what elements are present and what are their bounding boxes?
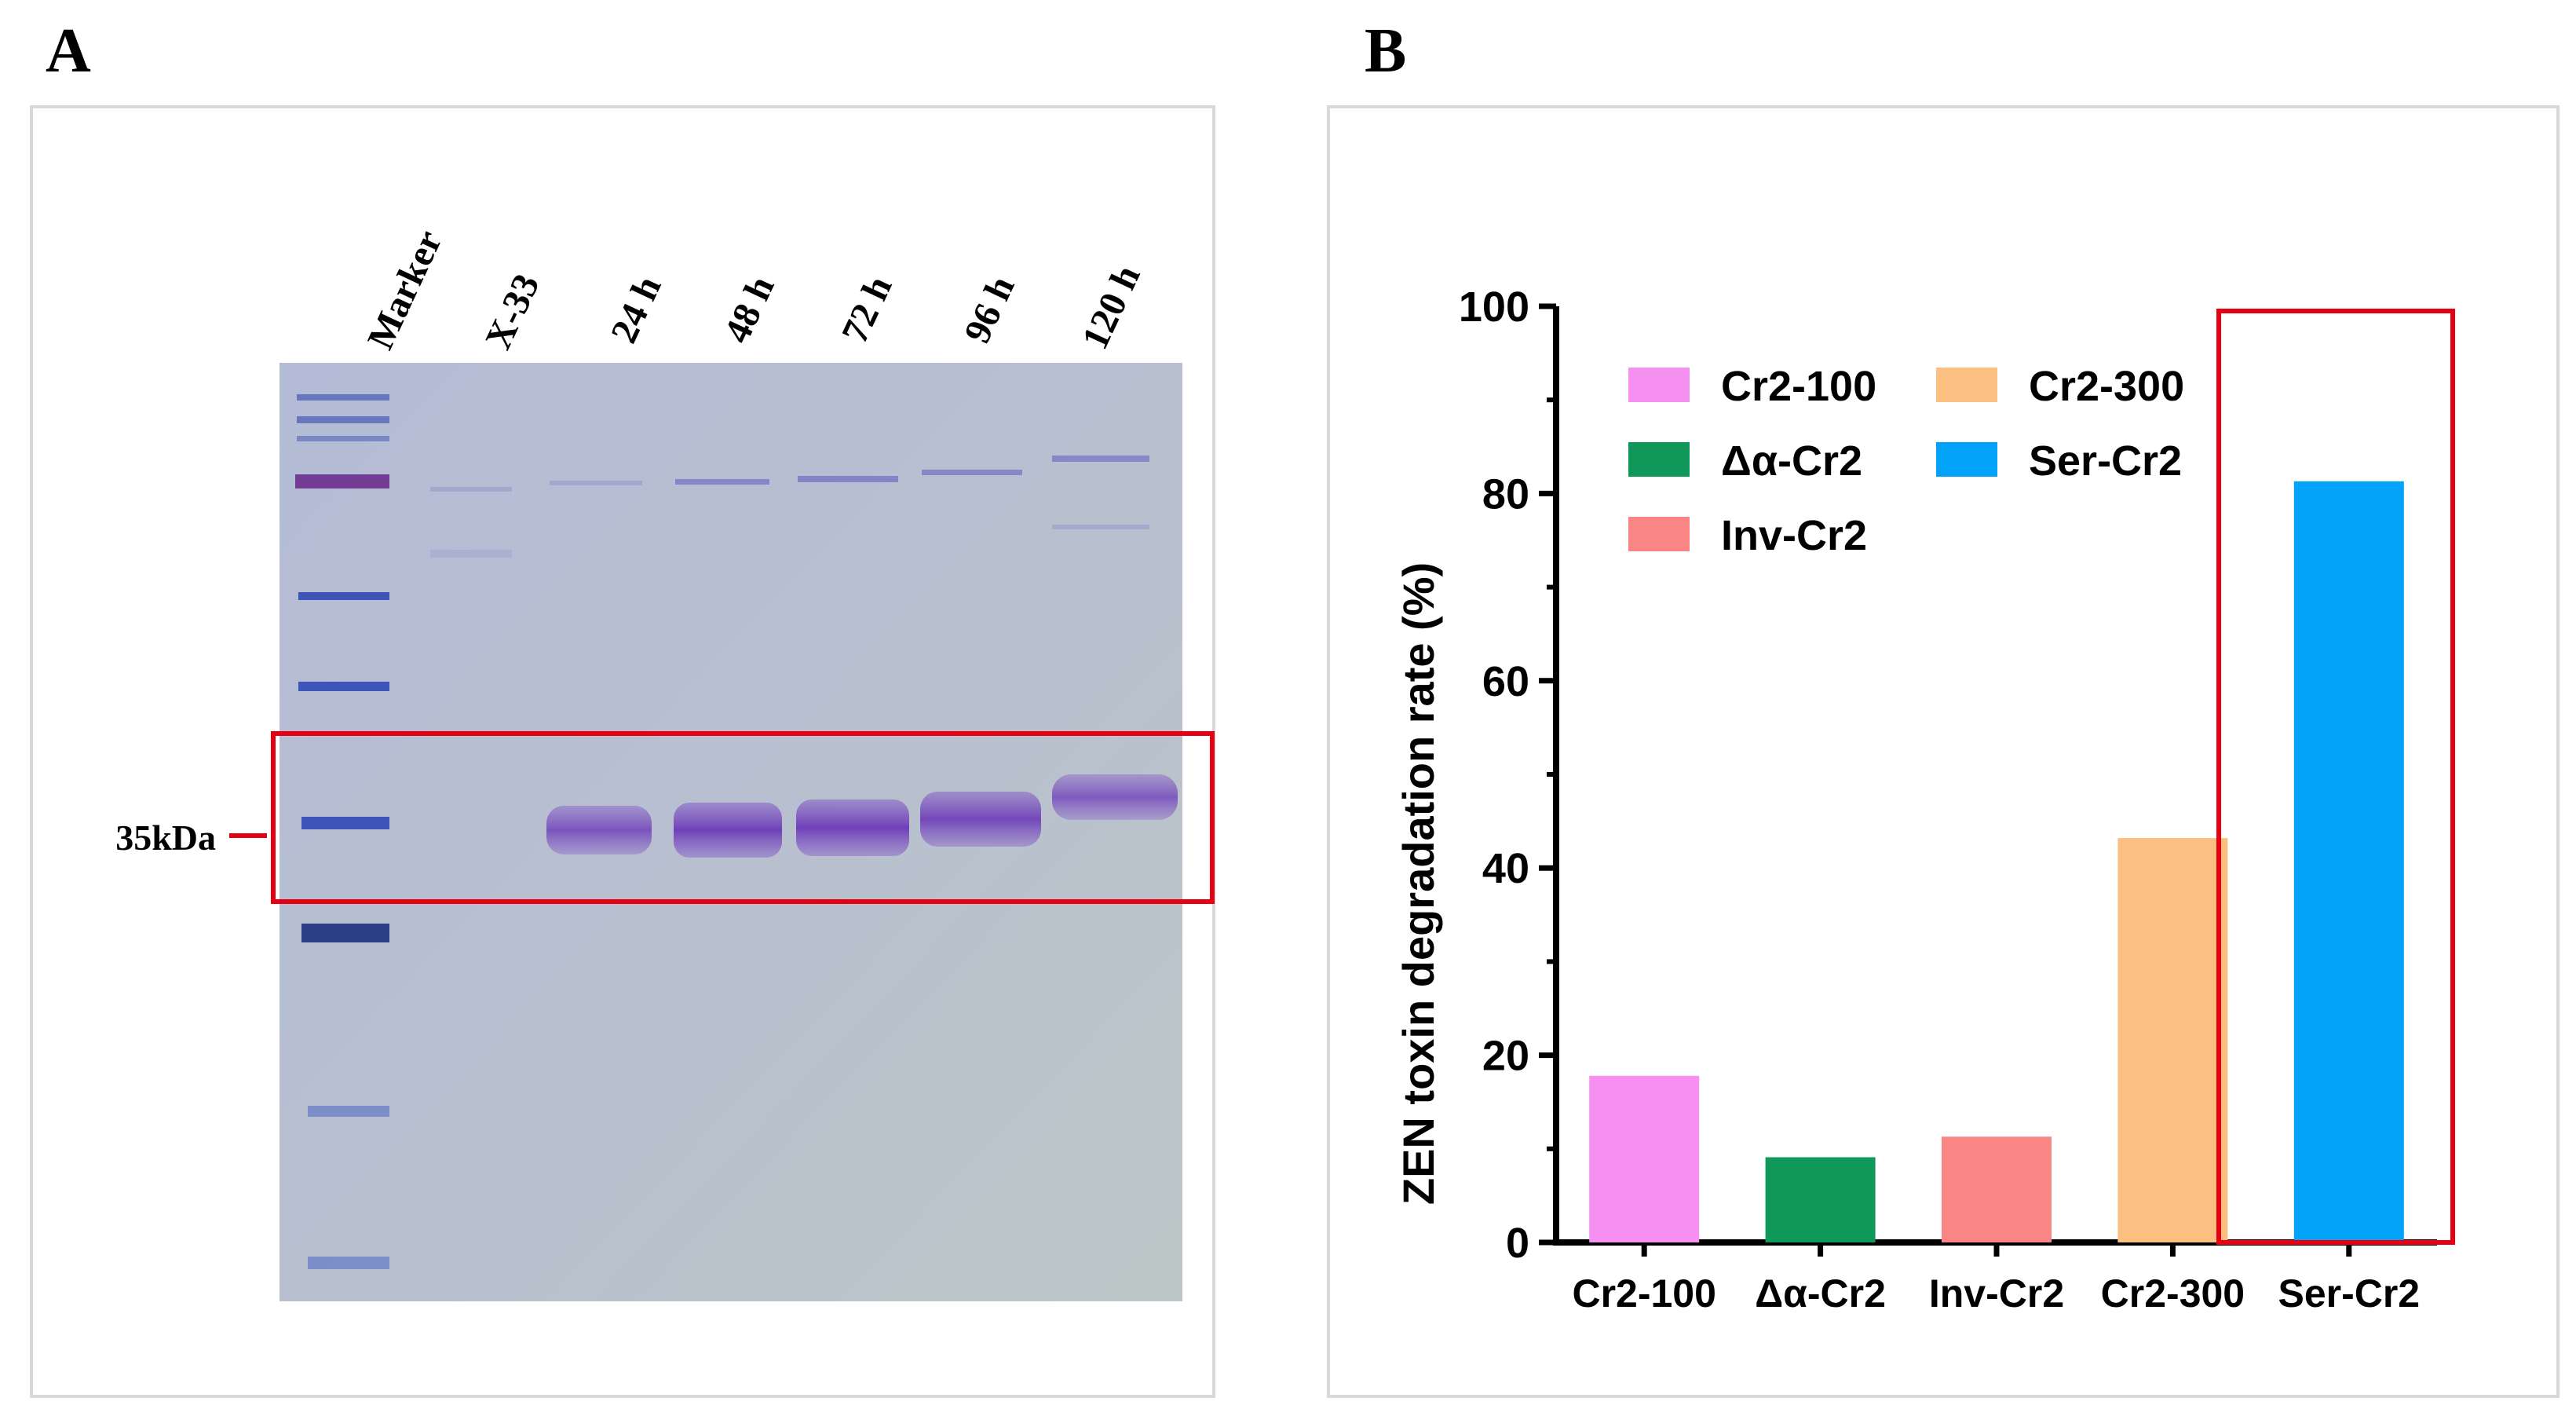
x-tick-label: Ser-Cr2 <box>2278 1271 2420 1315</box>
band-48h <box>674 803 782 858</box>
y-tick-label: 20 <box>1482 1033 1529 1080</box>
panel-b-letter: B <box>1365 16 1407 86</box>
size-label: 35kDa <box>115 818 216 858</box>
y-ticks: 0 20 40 60 80 100 <box>1459 284 1556 1267</box>
faint-band <box>922 470 1022 475</box>
chart-legend: Cr2-100 Δα-Cr2 Inv-Cr2 Cr2-300 Ser-Cr2 <box>1628 363 2184 559</box>
bar-4 <box>2293 481 2404 1242</box>
legend-swatch <box>1936 368 1997 402</box>
band-72h <box>796 799 909 856</box>
y-tick-label: 60 <box>1482 658 1529 705</box>
legend-swatch <box>1936 442 1997 477</box>
x-tick-label: Cr2-300 <box>2101 1271 2245 1315</box>
x-tick-label: Cr2-100 <box>1572 1271 1716 1315</box>
marker-ladder <box>295 394 389 1269</box>
faint-band <box>1052 525 1149 529</box>
band-96h <box>920 792 1041 847</box>
marker-band <box>298 592 389 600</box>
marker-band <box>301 817 389 829</box>
y-tick-label: 80 <box>1482 470 1529 518</box>
faint-bands <box>430 456 1149 558</box>
bars <box>1589 481 2404 1242</box>
bar-3 <box>2117 838 2228 1242</box>
faint-band <box>430 550 512 558</box>
y-tick-label: 40 <box>1482 845 1529 892</box>
band-highlight-box <box>271 731 1215 904</box>
y-axis-title: ZEN toxin degradation rate (%) <box>1394 562 1443 1205</box>
legend-swatch <box>1628 442 1690 477</box>
marker-band <box>308 1257 389 1269</box>
legend-swatch <box>1628 517 1690 551</box>
marker-band <box>301 924 389 942</box>
bar-2 <box>1942 1136 2052 1242</box>
x-tick-label: Δα-Cr2 <box>1755 1271 1886 1315</box>
faint-band <box>1052 456 1149 462</box>
expressed-bands <box>546 774 1178 858</box>
legend-label: Δα-Cr2 <box>1721 437 1862 485</box>
legend-swatch <box>1628 368 1690 402</box>
marker-band <box>298 682 389 691</box>
marker-band <box>297 436 389 441</box>
legend-label: Cr2-100 <box>1721 363 1876 410</box>
marker-band <box>297 416 389 423</box>
faint-band <box>430 487 512 492</box>
band-120h <box>1052 774 1178 820</box>
legend-label: Ser-Cr2 <box>2029 437 2182 485</box>
bar-1 <box>1765 1157 1876 1242</box>
legend-label: Inv-Cr2 <box>1721 512 1867 559</box>
panel-a-letter: A <box>46 16 91 86</box>
x-tick-label: Inv-Cr2 <box>1929 1271 2064 1315</box>
faint-band <box>798 476 898 482</box>
bar-0 <box>1589 1075 1700 1242</box>
band-24h <box>546 806 652 854</box>
faint-band <box>550 481 642 485</box>
marker-band <box>295 474 389 488</box>
x-ticks: Cr2-100 Δα-Cr2 Inv-Cr2 Cr2-300 Ser-Cr2 <box>1572 1242 2420 1315</box>
faint-band <box>675 479 769 485</box>
marker-band <box>297 394 389 401</box>
legend-label: Cr2-300 <box>2029 363 2184 410</box>
marker-band <box>308 1106 389 1117</box>
y-tick-label: 100 <box>1459 284 1529 331</box>
y-tick-label: 0 <box>1506 1220 1529 1267</box>
ser-cr2-highlight-box <box>2216 309 2455 1245</box>
